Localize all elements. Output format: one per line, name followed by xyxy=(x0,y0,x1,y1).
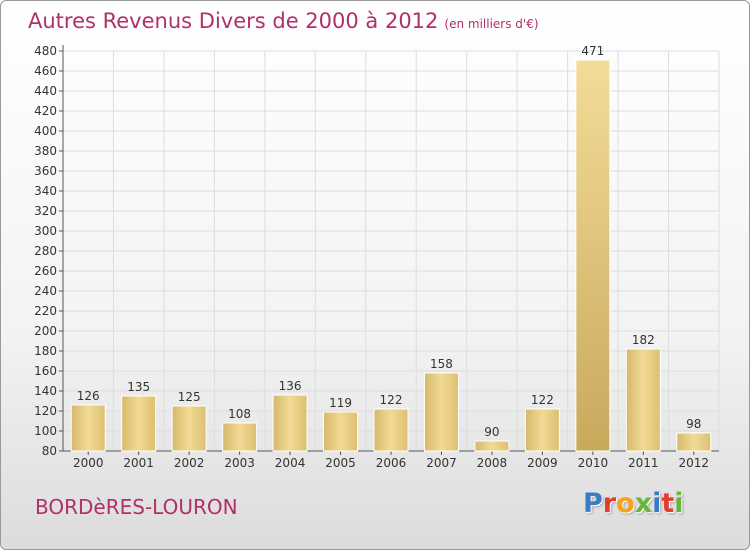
x-tick-label-2002: 2002 xyxy=(174,456,205,470)
y-tick-label: 200 xyxy=(34,324,57,338)
x-tick-label-2011: 2011 xyxy=(628,456,659,470)
value-label-2003: 108 xyxy=(228,407,251,421)
bar-2012 xyxy=(676,432,712,452)
value-label-2010: 471 xyxy=(581,44,604,58)
logo-letter: r xyxy=(602,488,617,519)
y-tick-label: 220 xyxy=(34,304,57,318)
bars xyxy=(70,59,712,452)
chart-title-text: Autres Revenus Divers de 2000 à 2012 xyxy=(28,9,439,33)
y-tick-label: 320 xyxy=(34,204,57,218)
y-tick-label: 420 xyxy=(34,104,57,118)
bar-2000 xyxy=(70,404,106,452)
bar-2008 xyxy=(474,440,510,452)
bar-2007 xyxy=(423,372,459,452)
x-tick-label-2001: 2001 xyxy=(123,456,154,470)
value-label-2000: 126 xyxy=(77,389,100,403)
value-label-2006: 122 xyxy=(380,393,403,407)
logo-letter: P xyxy=(583,488,603,519)
y-tick-label: 460 xyxy=(34,64,57,78)
logo-letter: t xyxy=(661,488,675,519)
y-tick-label: 360 xyxy=(34,164,57,178)
value-label-2005: 119 xyxy=(329,396,352,410)
y-tick-label: 380 xyxy=(34,144,57,158)
value-label-2012: 98 xyxy=(686,417,701,431)
y-tick-label: 440 xyxy=(34,84,57,98)
x-tick-label-2009: 2009 xyxy=(527,456,558,470)
logo-letter: i xyxy=(674,488,684,519)
chart-subtitle: (en milliers d'€) xyxy=(444,17,539,31)
proxiti-logo: Proxiti xyxy=(583,488,684,519)
y-tick-label: 100 xyxy=(34,424,57,438)
bar-2005 xyxy=(323,411,359,452)
x-tick-label-2012: 2012 xyxy=(678,456,709,470)
y-tick-label: 260 xyxy=(34,264,57,278)
x-tick-label-2003: 2003 xyxy=(224,456,255,470)
x-tick-label-2000: 2000 xyxy=(73,456,104,470)
value-label-2007: 158 xyxy=(430,357,453,371)
bar-2011 xyxy=(625,348,661,452)
y-tick-label: 180 xyxy=(34,344,57,358)
value-label-2009: 122 xyxy=(531,393,554,407)
y-tick-label: 120 xyxy=(34,404,57,418)
chart-title: Autres Revenus Divers de 2000 à 2012 (en … xyxy=(28,9,539,33)
value-label-2011: 182 xyxy=(632,333,655,347)
value-label-2004: 136 xyxy=(279,379,302,393)
value-label-2001: 135 xyxy=(127,380,150,394)
value-label-2008: 90 xyxy=(484,425,499,439)
x-tick-label-2006: 2006 xyxy=(376,456,407,470)
y-tick-label: 240 xyxy=(34,284,57,298)
bar-2004 xyxy=(272,394,308,452)
commune-name: BORDèRES-LOURON xyxy=(35,495,238,519)
x-tick-label-2008: 2008 xyxy=(477,456,508,470)
y-tick-label: 300 xyxy=(34,224,57,238)
bar-2009 xyxy=(524,408,560,452)
x-tick-label-2004: 2004 xyxy=(275,456,306,470)
logo-letter: i xyxy=(652,488,662,519)
y-tick-label: 160 xyxy=(34,364,57,378)
y-tick-label: 340 xyxy=(34,184,57,198)
y-tick-label: 140 xyxy=(34,384,57,398)
bar-2006 xyxy=(373,408,409,452)
x-tick-label-2010: 2010 xyxy=(578,456,609,470)
grid-lines xyxy=(62,50,720,452)
x-tick-label-2007: 2007 xyxy=(426,456,457,470)
labels: 80 100 120 140 160 180 200 220 240 260 280 300 320 34… xyxy=(34,44,709,470)
bar-2003 xyxy=(222,422,258,452)
y-tick-label: 80 xyxy=(42,444,57,458)
bar-2002 xyxy=(171,405,207,452)
logo-letter: o xyxy=(616,488,635,519)
bar-2010 xyxy=(575,59,611,452)
y-tick-label: 480 xyxy=(34,44,57,58)
value-label-2002: 125 xyxy=(178,390,201,404)
x-tick-label-2005: 2005 xyxy=(325,456,356,470)
logo-letter: x xyxy=(634,488,653,519)
y-tick-label: 280 xyxy=(34,244,57,258)
y-tick-label: 400 xyxy=(34,124,57,138)
bar-2001 xyxy=(121,395,157,452)
